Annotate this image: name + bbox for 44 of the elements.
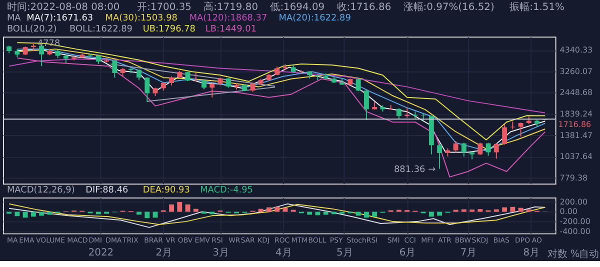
x-tick-label: 4月 (276, 248, 292, 259)
ref-line-label: 1716.86 (558, 120, 592, 130)
y-tick-label: 3260.07 (560, 66, 593, 76)
text: UB:1796.78 (142, 24, 196, 35)
y-tick-label: 1037.64 (560, 152, 593, 162)
x-tick-label: 5月 (336, 248, 353, 259)
x-tick-label: 7月 (460, 248, 477, 259)
y-tick-label: 2448.68 (560, 88, 593, 98)
y-tick-label: 200.00 (560, 197, 588, 206)
x-tick-label: 6月 (399, 248, 416, 259)
text: MA(30):1503.98 (105, 14, 178, 24)
text: % (570, 249, 580, 260)
y-tick-label: 1839.24 (560, 110, 593, 118)
y-tick-label: 4340.33 (560, 46, 593, 55)
text: MA(20):1622.89 (278, 14, 352, 24)
text: LB:1449.01 (205, 24, 257, 35)
text: DEA:90.93 (142, 186, 190, 196)
text: 自动 (579, 248, 600, 260)
text: 低:1694.09 (270, 2, 325, 13)
series-label: MACD:-4.95 (200, 186, 254, 196)
text: DIF:88.46 (86, 186, 129, 196)
text: 对数 (547, 248, 568, 260)
y-tick-label: -200.00 (560, 217, 590, 226)
text: 涨幅:0.97%(16.52) (403, 0, 494, 13)
text: 时间:2022-08-08 08:00 (6, 0, 120, 13)
text: MA(7):1671.63 (26, 14, 94, 24)
text: 振幅:1.51% (510, 0, 564, 13)
text: MA(120):1868.37 (189, 14, 268, 24)
x-tick-label: 3月 (212, 248, 229, 259)
x-tick-label: 2022 (88, 248, 114, 259)
y-tick-label: 779.38 (560, 173, 588, 182)
y-tick-label: 1381.47 (560, 130, 593, 140)
annotation: 881.36 → (394, 164, 436, 175)
y-tick-label: -400.00 (560, 226, 590, 236)
x-tick-label: 2月 (156, 248, 172, 259)
text: MA (6, 14, 22, 24)
text: 收:1716.86 (336, 2, 392, 13)
x-tick-label: 8月 (523, 248, 540, 259)
text: 高:1719.80 (204, 0, 258, 13)
text: 开:1700.35 (137, 2, 192, 13)
y-tick-label: 0.00 (560, 207, 578, 216)
text: BOLL(20,2) (6, 24, 57, 35)
text: BOLL:1622.89 (70, 24, 133, 35)
text: MACD(12,26,9) (6, 186, 75, 196)
